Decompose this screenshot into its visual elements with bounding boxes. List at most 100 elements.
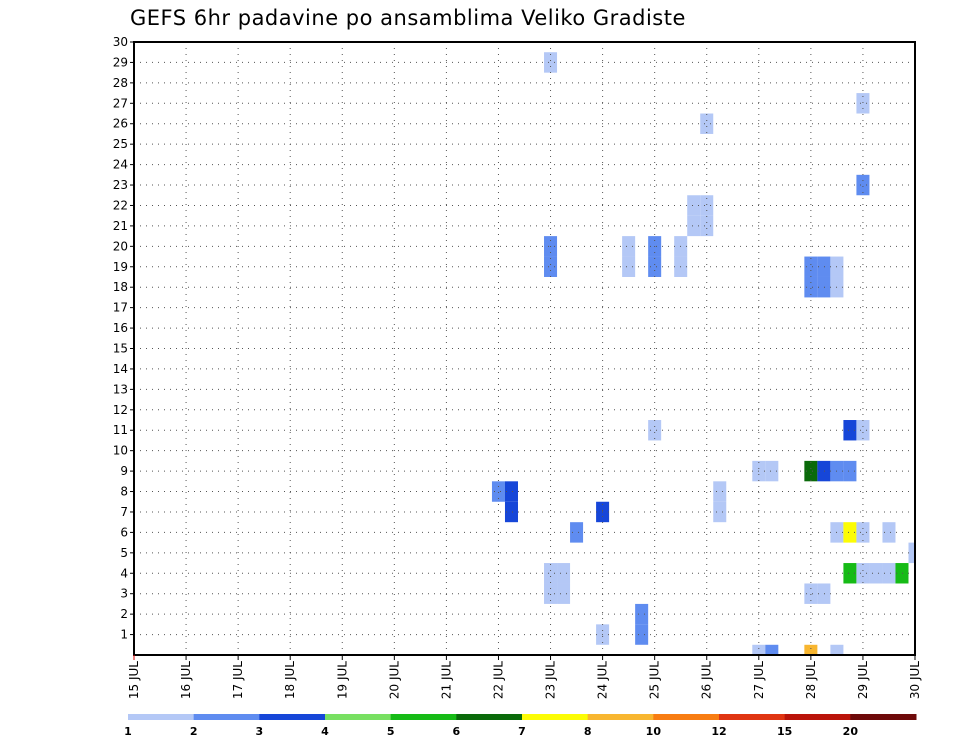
data-cell: [570, 522, 584, 543]
data-cell: [700, 113, 714, 134]
x-tick-label: 28 JUL: [804, 661, 818, 699]
data-cell: [856, 420, 870, 441]
y-tick-label: 21: [113, 219, 128, 233]
colorbar-segment: [587, 714, 654, 720]
colorbar-label: 2: [190, 725, 198, 738]
y-tick-label: 11: [113, 423, 128, 437]
data-cell: [856, 93, 870, 114]
data-cell: [648, 256, 662, 277]
y-tick-label: 28: [113, 76, 128, 90]
y-tick-label: 3: [120, 587, 128, 601]
colorbar-layer: 1 2 3 4 5 6 7 8 10 12 15 20: [124, 714, 917, 738]
colorbar-label: 3: [256, 725, 264, 738]
data-cell: [544, 563, 558, 584]
y-tick-label: 18: [113, 280, 128, 294]
y-tick-label: 8: [120, 485, 128, 499]
colorbar-segment: [522, 714, 589, 720]
data-cell: [882, 522, 896, 543]
colorbar-label: 8: [584, 725, 592, 738]
y-tick-label: 10: [113, 444, 128, 458]
x-tick-label: 23 JUL: [544, 661, 558, 699]
y-tick-label: 2: [120, 607, 128, 621]
x-tick-label: 16 JUL: [179, 661, 193, 699]
data-cell: [856, 174, 870, 196]
grid-layer: [134, 41, 915, 655]
colorbar-label: 12: [711, 725, 726, 738]
colorbar-segment: [390, 714, 457, 720]
y-tick-label: 16: [113, 321, 128, 335]
colorbar-label: 7: [518, 725, 526, 738]
x-tick-label: 19 JUL: [335, 661, 349, 699]
data-cell: [557, 583, 571, 604]
y-tick-label: 19: [113, 260, 128, 274]
y-tick-label: 1: [120, 628, 128, 642]
data-cell: [752, 644, 766, 655]
data-cell: [504, 481, 518, 502]
colorbar-label: 15: [777, 725, 792, 738]
cells-layer: [491, 52, 915, 655]
data-cell: [804, 256, 818, 277]
y-tick-label: 5: [120, 546, 128, 560]
chart-title: GEFS 6hr padavine po ansamblima Veliko G…: [130, 6, 686, 30]
data-cell: [648, 420, 662, 441]
y-tick-label: 15: [113, 342, 128, 356]
x-tick-label: 18 JUL: [283, 661, 297, 699]
x-tick-label: 20 JUL: [387, 661, 401, 699]
colorbar-segment: [850, 714, 917, 720]
data-cell: [765, 644, 779, 655]
data-cell: [491, 481, 505, 502]
y-tick-label: 30: [113, 35, 128, 49]
data-cell: [895, 563, 909, 584]
x-tick-label: 17 JUL: [231, 661, 245, 699]
colorbar-label: 1: [124, 725, 132, 738]
data-cell: [622, 256, 636, 277]
colorbar-segment: [325, 714, 392, 720]
data-cell: [700, 195, 714, 216]
y-tick-label: 26: [113, 117, 128, 131]
data-cell: [544, 256, 558, 277]
data-cell: [713, 501, 727, 523]
colorbar-segment: [456, 714, 523, 720]
data-cell: [804, 583, 818, 604]
colorbar-segment: [719, 714, 786, 720]
y-tick-label: 23: [113, 178, 128, 192]
data-cell: [544, 583, 558, 604]
colorbar-segment: [193, 714, 260, 720]
colorbar-segment: [128, 714, 195, 720]
y-tick-label: 25: [113, 137, 128, 151]
x-tick-label: 21 JUL: [439, 661, 453, 699]
data-cell: [830, 644, 844, 655]
data-cell: [843, 420, 857, 441]
y-tick-label: 29: [113, 55, 128, 69]
data-cell: [817, 256, 831, 277]
y-tick-label: 20: [113, 239, 128, 253]
data-cell: [687, 195, 701, 216]
data-cell: [504, 501, 518, 523]
data-cell: [804, 276, 818, 298]
data-cell: [908, 542, 915, 564]
x-tick-label: 29 JUL: [856, 661, 870, 699]
data-cell: [544, 52, 558, 73]
x-tick-label: 22 JUL: [491, 661, 505, 699]
data-cell: [843, 522, 857, 543]
data-cell: [765, 460, 779, 482]
colorbar-label: 5: [387, 725, 395, 738]
colorbar-segment: [653, 714, 720, 720]
axis-layer: 1234567891011121314151617181920212223242…: [113, 35, 922, 699]
y-tick-label: 6: [120, 525, 128, 539]
x-tick-label: 27 JUL: [752, 661, 766, 699]
data-cell: [869, 563, 883, 584]
data-cell: [843, 460, 857, 482]
data-cell: [635, 624, 649, 645]
colorbar-segment: [784, 714, 851, 720]
x-tick-label: 15 JUL: [127, 661, 141, 699]
y-tick-label: 12: [113, 403, 128, 417]
colorbar-label: 4: [321, 725, 329, 738]
data-cell: [687, 215, 701, 237]
data-cell: [856, 522, 870, 543]
y-tick-label: 4: [120, 566, 128, 580]
data-cell: [622, 236, 636, 257]
colorbar-label: 10: [646, 725, 662, 738]
data-cell: [713, 481, 727, 502]
